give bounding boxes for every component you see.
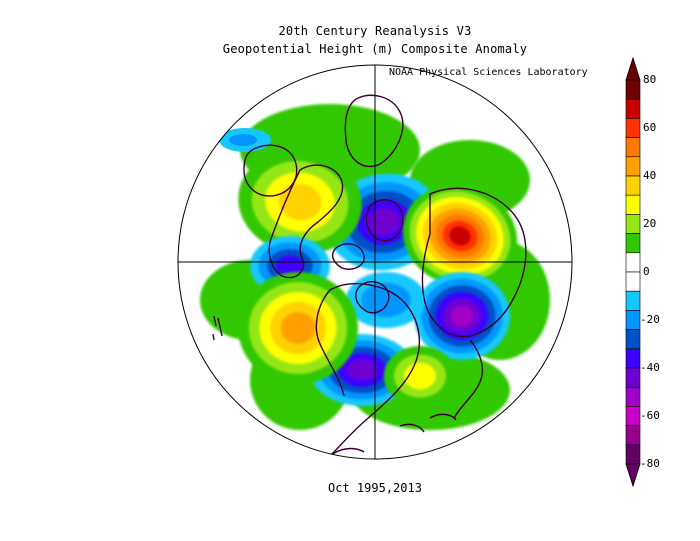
colorbar-cell xyxy=(625,233,641,254)
anomaly-center xyxy=(238,149,362,255)
colorbar-tick-label: 80 xyxy=(643,73,657,86)
graticule xyxy=(178,65,572,459)
colorbar-cell xyxy=(625,367,641,388)
colorbar-tick-label: 0 xyxy=(643,265,650,278)
colorbar-cell xyxy=(625,310,641,330)
anomaly-contour xyxy=(276,255,304,277)
anomaly-contour xyxy=(450,305,474,327)
map-boundary xyxy=(177,64,573,460)
colorbar-tick-label: -80 xyxy=(640,457,660,470)
colorbar-bottom-arrow xyxy=(625,463,641,488)
colorbar-cell xyxy=(625,118,641,138)
anomaly-center xyxy=(414,272,510,360)
anomaly-center xyxy=(326,173,442,271)
anomaly-contour xyxy=(347,359,377,381)
colorbar-tick-label: 60 xyxy=(643,121,657,134)
chart-subtitle: Geopotential Height (m) Composite Anomal… xyxy=(222,42,528,56)
anomaly-center xyxy=(346,272,426,328)
colorbar-cell xyxy=(625,290,641,311)
colorbar-cell xyxy=(625,329,641,350)
colorbar-cell xyxy=(625,214,641,234)
colorbar-cell xyxy=(625,98,641,119)
anomaly-contour xyxy=(361,282,411,318)
colorbar-cell xyxy=(625,175,641,196)
anomaly-contour xyxy=(449,226,471,246)
anomaly-center xyxy=(384,346,456,406)
colorbar-tick-label: -40 xyxy=(640,361,660,374)
colorbar-tick-label: 20 xyxy=(643,217,657,230)
colorbar-cell xyxy=(625,348,641,369)
credit-text: NOAA Physical Sciences Laboratory xyxy=(389,67,588,78)
anomaly-center xyxy=(238,272,358,384)
colorbar-tick-label: -60 xyxy=(640,409,660,422)
colorbar-tick-label: -20 xyxy=(640,313,660,326)
colorbar-cell xyxy=(625,137,641,158)
colorbar-cell xyxy=(625,386,641,407)
anomaly-contour xyxy=(229,134,257,146)
chart-title: 20th Century Reanalysis V3 xyxy=(278,24,472,38)
colorbar-cell xyxy=(625,406,641,426)
colorbar-cell xyxy=(625,444,641,465)
colorbar-cell xyxy=(625,194,641,215)
colorbar-cell xyxy=(625,79,641,100)
anomaly-contour xyxy=(367,208,401,236)
colorbar-cell xyxy=(625,252,641,273)
colorbar-cell xyxy=(625,156,641,177)
colorbar-tick-label: 40 xyxy=(643,169,657,182)
date-label: Oct 1995,2013 xyxy=(328,481,422,495)
anomaly-contour xyxy=(280,312,316,344)
colorbar-cell xyxy=(625,271,641,292)
colorbar-cell xyxy=(625,425,641,446)
coastlines xyxy=(212,94,527,457)
colorbar-top-arrow xyxy=(625,56,641,81)
